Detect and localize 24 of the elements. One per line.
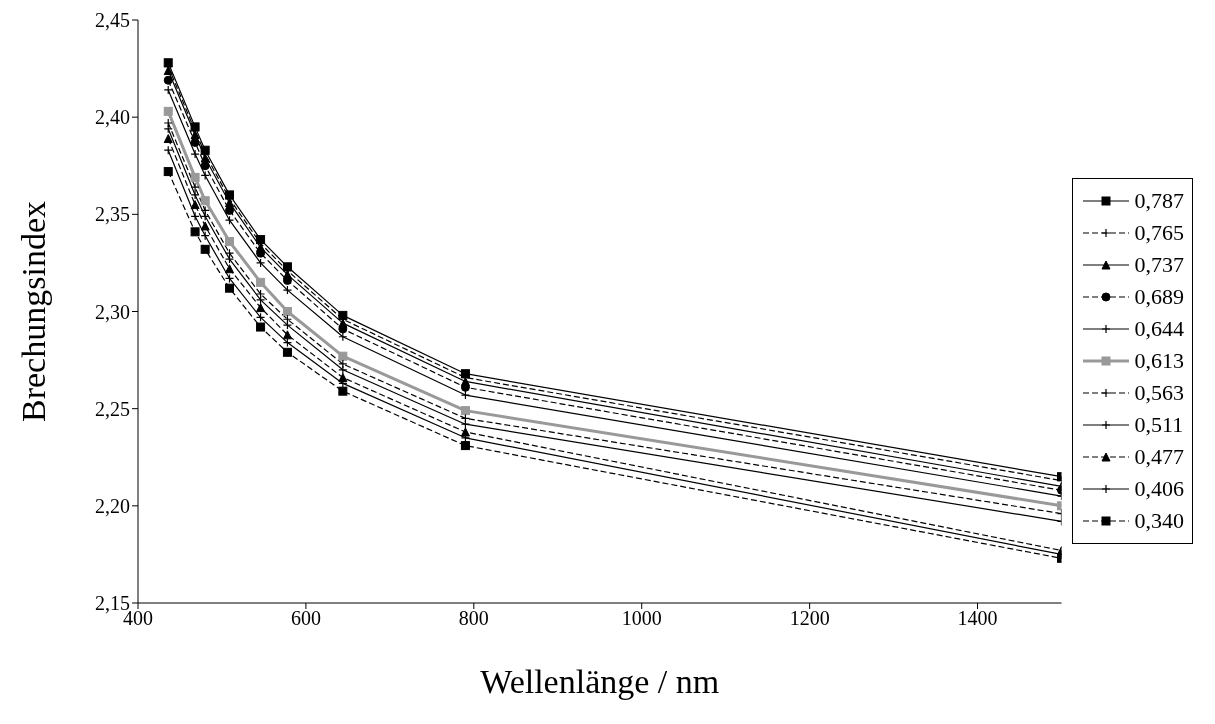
y-tick-label: 2,45 <box>95 9 130 32</box>
y-axis-title: Brechungsindex <box>15 201 53 422</box>
legend-label: 0,689 <box>1134 283 1184 310</box>
legend-label: 0,787 <box>1134 187 1184 214</box>
legend-label: 0,765 <box>1134 219 1184 246</box>
y-tick-label: 2,25 <box>95 397 130 420</box>
legend-label: 0,511 <box>1134 411 1184 438</box>
x-tick-label: 1200 <box>789 607 830 630</box>
x-axis-title: Wellenlänge / nm <box>480 663 720 700</box>
legend-label: 0,737 <box>1134 251 1184 278</box>
x-tick-label: 1400 <box>957 607 998 630</box>
y-tick-label: 2,40 <box>95 106 130 129</box>
legend-label: 0,406 <box>1134 475 1184 502</box>
x-tick-label: 1000 <box>621 607 662 630</box>
y-tick-label: 2,30 <box>95 300 130 323</box>
legend-label: 0,613 <box>1134 347 1184 374</box>
x-tick-label: 600 <box>290 607 321 630</box>
legend-label: 0,563 <box>1134 379 1184 406</box>
legend-label: 0,477 <box>1134 443 1184 470</box>
x-tick-label: 800 <box>458 607 489 630</box>
legend-label: 0,644 <box>1134 315 1184 342</box>
y-tick-label: 2,35 <box>95 203 130 226</box>
y-tick-label: 2,20 <box>95 494 130 517</box>
legend-label: 0,340 <box>1134 507 1184 534</box>
